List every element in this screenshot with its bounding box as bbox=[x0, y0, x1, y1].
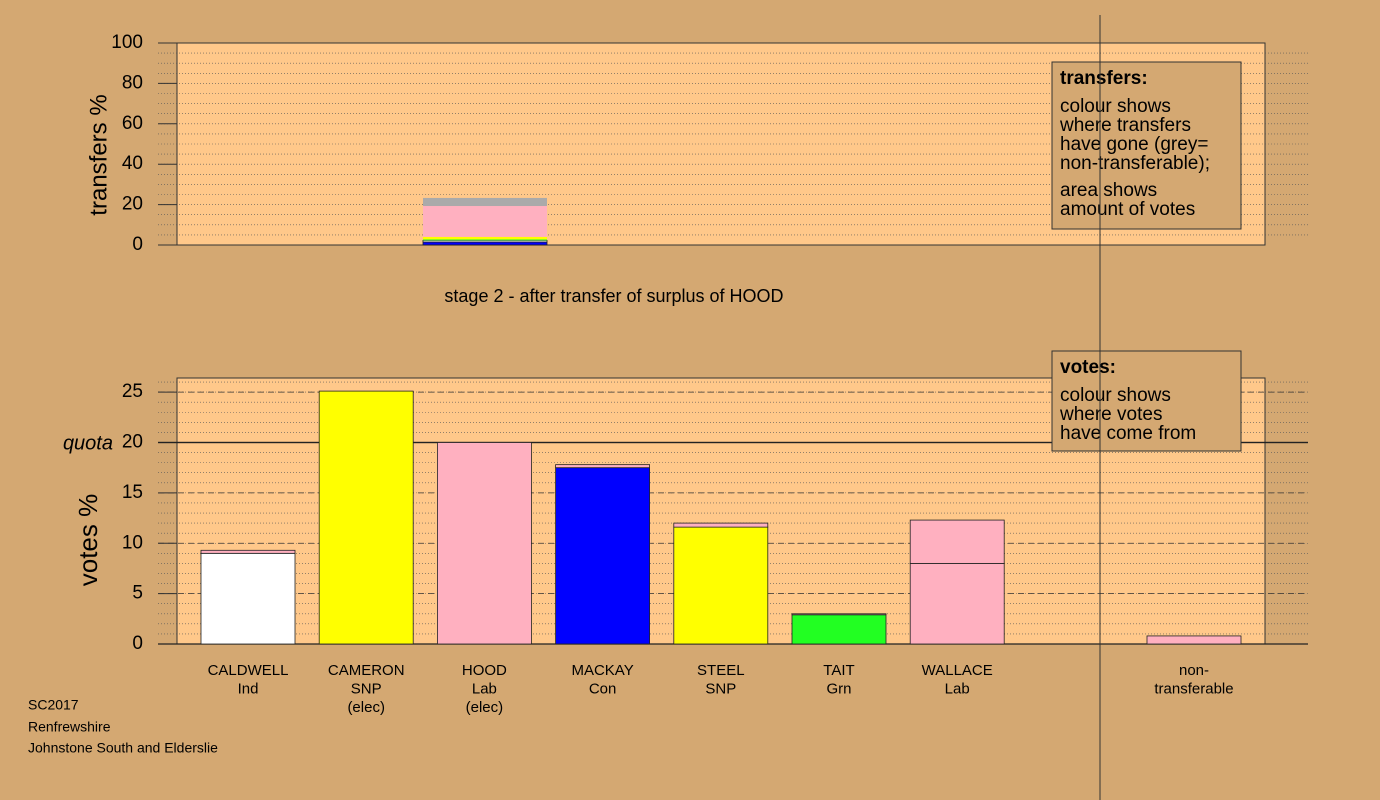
note-box bbox=[1051, 350, 1242, 452]
bar-segment bbox=[673, 526, 769, 645]
bar-segment bbox=[1146, 635, 1242, 645]
note-text: colour shows bbox=[1060, 96, 1171, 117]
note-text: have gone (grey= bbox=[1060, 134, 1208, 155]
y-tick-label: 5 bbox=[132, 583, 143, 604]
x-tick-label: CALDWELL bbox=[208, 662, 289, 679]
x-axis-label: stage 2 - after transfer of surplus of H… bbox=[444, 286, 783, 306]
x-tick-label: Con bbox=[589, 680, 617, 697]
y-tick-label: 10 bbox=[122, 532, 143, 553]
bar-segment bbox=[423, 239, 547, 241]
note-text: colour shows bbox=[1060, 385, 1171, 406]
note-text: have come from bbox=[1060, 423, 1196, 444]
x-tick-label: MACKAY bbox=[571, 662, 633, 679]
note-text: where votes bbox=[1059, 404, 1162, 425]
bar-segment bbox=[423, 206, 547, 237]
x-tick-label: Ind bbox=[238, 680, 259, 697]
x-tick-label: (elec) bbox=[466, 699, 504, 716]
y-tick-label: 20 bbox=[122, 432, 143, 453]
footer-text: Johnstone South and Elderslie bbox=[28, 740, 218, 756]
quota-label: quota bbox=[63, 432, 113, 454]
note-title: transfers: bbox=[1060, 68, 1148, 89]
bar-segment bbox=[200, 549, 296, 554]
bar-segment bbox=[200, 552, 296, 645]
y-tick-label: 80 bbox=[122, 72, 143, 93]
bar-segment bbox=[422, 241, 548, 246]
bar-segment bbox=[423, 236, 547, 240]
x-tick-label: Lab bbox=[945, 680, 970, 697]
bar-segment bbox=[791, 614, 887, 645]
bar-segment bbox=[423, 197, 547, 207]
y-tick-label: 0 bbox=[132, 234, 143, 255]
y-tick-label: 0 bbox=[132, 633, 143, 654]
y-tick-label: 100 bbox=[111, 32, 143, 53]
x-tick-label: TAIT bbox=[823, 662, 854, 679]
x-tick-label: CAMERON bbox=[328, 662, 405, 679]
note-text: amount of votes bbox=[1060, 199, 1195, 220]
x-tick-label: SNP bbox=[705, 680, 736, 697]
bar-segment bbox=[422, 239, 548, 243]
note-text: non-transferable); bbox=[1060, 153, 1210, 174]
note-box bbox=[1051, 61, 1242, 230]
bar-segment bbox=[318, 390, 414, 645]
note-text: area shows bbox=[1060, 180, 1157, 201]
note-text: where transfers bbox=[1059, 115, 1191, 136]
y-tick-label: 20 bbox=[122, 194, 143, 215]
bar-segment bbox=[791, 613, 887, 616]
bar-segment bbox=[555, 467, 650, 645]
bar-segment bbox=[436, 442, 532, 645]
bar-segment bbox=[909, 519, 1005, 564]
x-tick-label: WALLACE bbox=[922, 662, 993, 679]
y-tick-label: 60 bbox=[122, 113, 143, 134]
x-tick-label: Lab bbox=[472, 680, 497, 697]
x-tick-label: SNP bbox=[351, 680, 382, 697]
x-tick-label: STEEL bbox=[697, 662, 745, 679]
x-tick-label: (elec) bbox=[347, 699, 385, 716]
bar-segment bbox=[909, 562, 1005, 645]
y-tick-label: 25 bbox=[122, 381, 143, 402]
bar-segment bbox=[673, 522, 769, 528]
y-axis-label: transfers % bbox=[85, 94, 112, 215]
bar-segment bbox=[555, 464, 650, 469]
x-tick-label: non- bbox=[1179, 662, 1209, 679]
y-axis-label: votes % bbox=[73, 494, 103, 587]
x-tick-label: HOOD bbox=[462, 662, 507, 679]
footer-text: Renfrewshire bbox=[28, 719, 111, 735]
note-title: votes: bbox=[1060, 357, 1116, 378]
x-tick-label: Grn bbox=[826, 680, 851, 697]
y-tick-label: 40 bbox=[122, 153, 143, 174]
footer-text: SC2017 bbox=[28, 697, 79, 713]
x-tick-label: transferable bbox=[1154, 680, 1233, 697]
y-tick-label: 15 bbox=[122, 482, 143, 503]
